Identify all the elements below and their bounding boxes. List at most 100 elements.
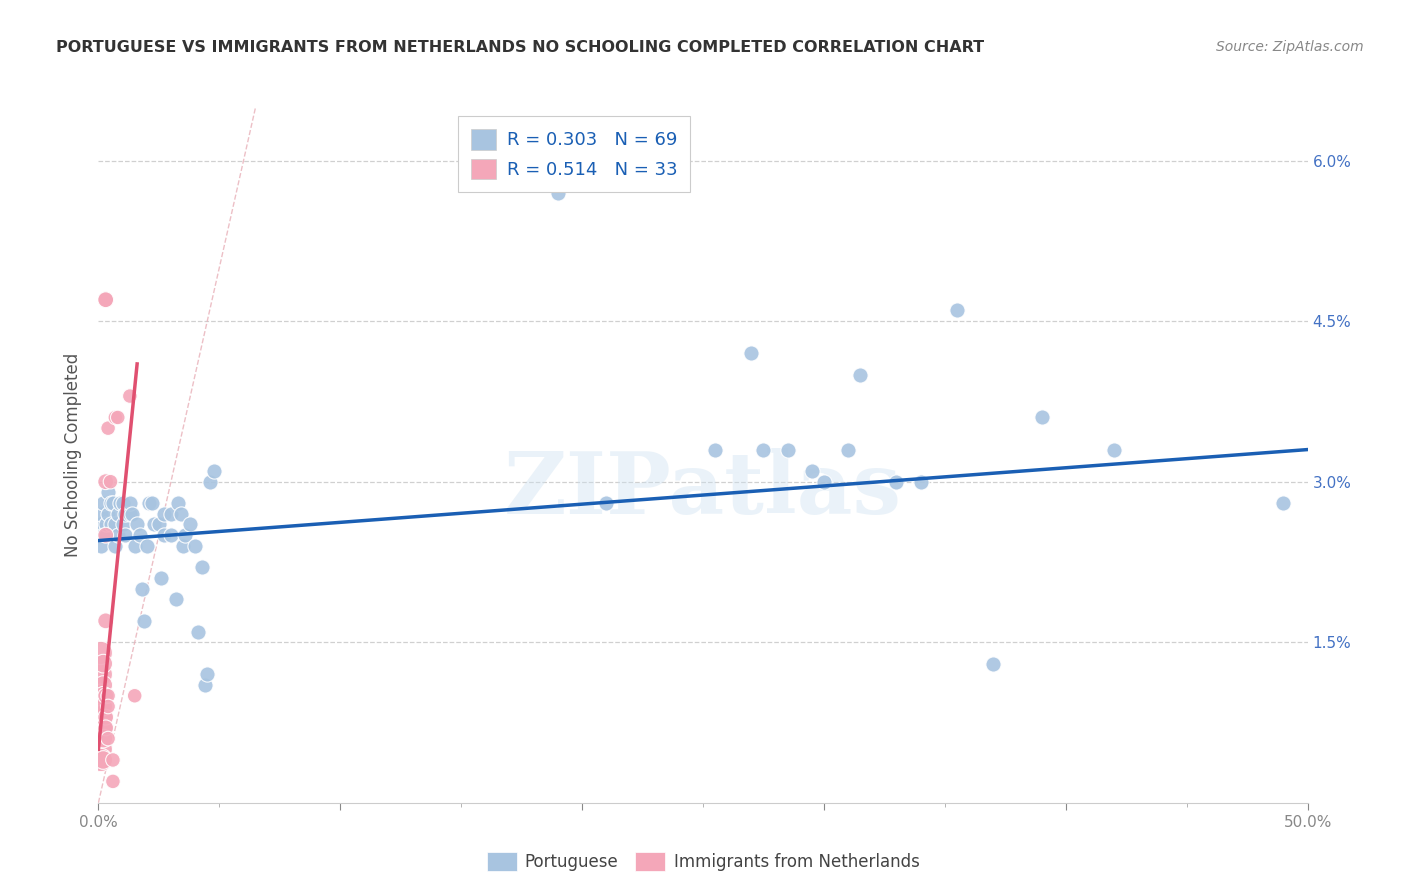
Point: [90, 710, 112, 724]
Point: [135, 539, 157, 553]
Point: [118, 507, 141, 521]
Point: [91, 731, 114, 746]
Point: [946, 303, 969, 318]
Point: [128, 528, 150, 542]
Legend: R = 0.303   N = 69, R = 0.514   N = 33: R = 0.303 N = 69, R = 0.514 N = 33: [458, 116, 690, 192]
Point: [152, 507, 174, 521]
Point: [131, 582, 153, 596]
Point: [148, 517, 170, 532]
Point: [90, 689, 112, 703]
Point: [94, 689, 117, 703]
Point: [172, 539, 194, 553]
Point: [97, 689, 120, 703]
Point: [97, 421, 120, 435]
Point: [776, 442, 799, 457]
Point: [141, 496, 163, 510]
Point: [752, 442, 775, 457]
Point: [160, 528, 183, 542]
Point: [90, 507, 112, 521]
Point: [118, 389, 141, 403]
Point: [100, 475, 122, 489]
Point: [101, 496, 124, 510]
Point: [547, 186, 569, 200]
Point: [134, 614, 156, 628]
Point: [111, 496, 134, 510]
Point: [152, 528, 174, 542]
Point: [94, 293, 117, 307]
Point: [886, 475, 908, 489]
Point: [124, 689, 146, 703]
Point: [104, 539, 127, 553]
Point: [194, 678, 217, 692]
Point: [169, 507, 191, 521]
Point: [91, 689, 114, 703]
Point: [90, 646, 112, 660]
Point: [1272, 496, 1295, 510]
Point: [111, 517, 134, 532]
Point: [90, 742, 112, 756]
Point: [90, 517, 112, 532]
Point: [167, 496, 190, 510]
Point: [150, 571, 173, 585]
Point: [849, 368, 872, 382]
Point: [94, 614, 117, 628]
Point: [800, 464, 823, 478]
Point: [184, 539, 207, 553]
Point: [107, 410, 129, 425]
Point: [1102, 442, 1125, 457]
Point: [813, 475, 835, 489]
Point: [91, 678, 114, 692]
Point: [837, 442, 859, 457]
Point: [118, 496, 141, 510]
Point: [981, 657, 1004, 671]
Point: [97, 731, 120, 746]
Point: [114, 528, 136, 542]
Point: [165, 592, 187, 607]
Point: [107, 507, 129, 521]
Point: [91, 657, 114, 671]
Point: [94, 293, 117, 307]
Point: [94, 475, 117, 489]
Point: [143, 517, 166, 532]
Point: [91, 699, 114, 714]
Point: [90, 731, 112, 746]
Y-axis label: No Schooling Completed: No Schooling Completed: [63, 353, 82, 557]
Point: [94, 721, 117, 735]
Point: [90, 667, 112, 681]
Point: [100, 517, 122, 532]
Point: [104, 410, 127, 425]
Point: [160, 507, 183, 521]
Point: [101, 753, 124, 767]
Point: [187, 624, 209, 639]
Point: [910, 475, 932, 489]
Point: [94, 528, 117, 542]
Point: [704, 442, 727, 457]
Point: [94, 710, 117, 724]
Point: [97, 699, 120, 714]
Point: [1031, 410, 1053, 425]
Text: PORTUGUESE VS IMMIGRANTS FROM NETHERLANDS NO SCHOOLING COMPLETED CORRELATION CHA: PORTUGUESE VS IMMIGRANTS FROM NETHERLAND…: [56, 40, 984, 55]
Text: ZIPatlas: ZIPatlas: [503, 448, 903, 532]
Point: [740, 346, 762, 360]
Point: [101, 774, 124, 789]
Point: [204, 464, 226, 478]
Point: [94, 517, 117, 532]
Point: [97, 507, 120, 521]
Point: [595, 496, 617, 510]
Point: [195, 667, 218, 681]
Point: [124, 539, 146, 553]
Point: [107, 528, 129, 542]
Point: [91, 721, 114, 735]
Point: [104, 517, 127, 532]
Point: [138, 496, 160, 510]
Point: [114, 507, 136, 521]
Point: [91, 528, 114, 542]
Point: [91, 496, 114, 510]
Point: [191, 560, 214, 574]
Point: [90, 539, 112, 553]
Text: Source: ZipAtlas.com: Source: ZipAtlas.com: [1216, 40, 1364, 54]
Point: [90, 753, 112, 767]
Point: [97, 485, 120, 500]
Point: [179, 517, 201, 532]
Point: [94, 528, 117, 542]
